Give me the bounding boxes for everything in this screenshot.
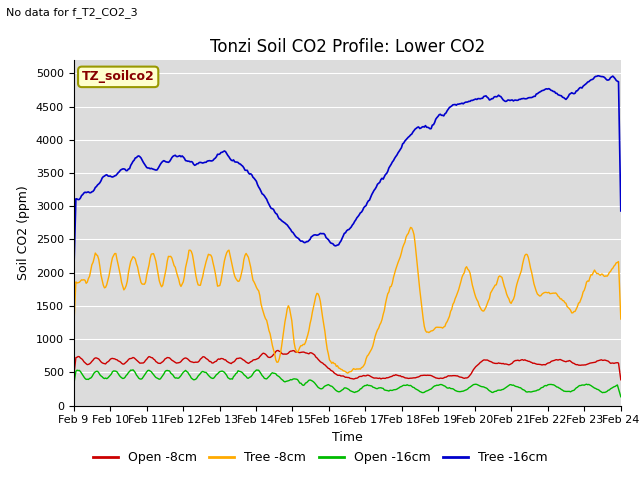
Y-axis label: Soil CO2 (ppm): Soil CO2 (ppm) <box>17 185 30 280</box>
Text: TZ_soilco2: TZ_soilco2 <box>82 71 154 84</box>
Legend: Open -8cm, Tree -8cm, Open -16cm, Tree -16cm: Open -8cm, Tree -8cm, Open -16cm, Tree -… <box>88 446 552 469</box>
Title: Tonzi Soil CO2 Profile: Lower CO2: Tonzi Soil CO2 Profile: Lower CO2 <box>209 37 485 56</box>
X-axis label: Time: Time <box>332 431 363 444</box>
Text: No data for f_T2_CO2_3: No data for f_T2_CO2_3 <box>6 7 138 18</box>
